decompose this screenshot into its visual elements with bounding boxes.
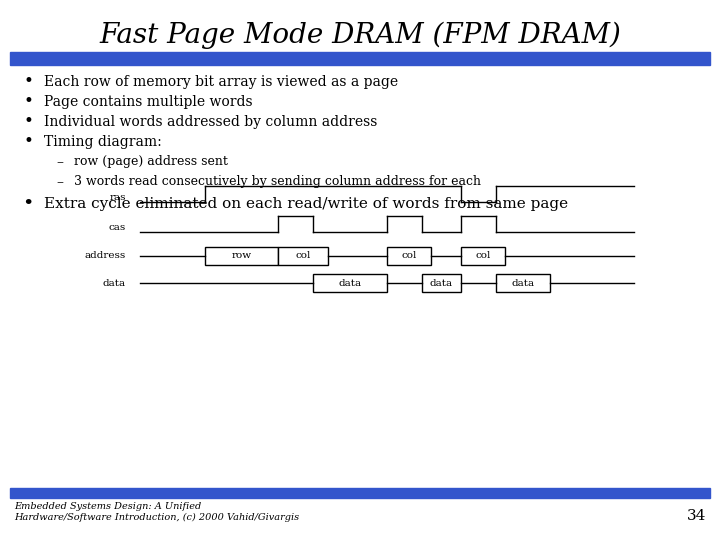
Text: 34: 34 <box>687 509 706 523</box>
Bar <box>495 274 550 292</box>
Text: data: data <box>103 279 126 287</box>
Text: 3 words read consecutively by sending column address for each: 3 words read consecutively by sending co… <box>74 176 481 188</box>
Text: row: row <box>231 252 251 260</box>
Text: data: data <box>338 279 361 287</box>
Bar <box>279 247 328 265</box>
Bar <box>204 247 279 265</box>
Text: col: col <box>475 252 491 260</box>
Bar <box>421 274 461 292</box>
Text: –: – <box>56 155 63 169</box>
Text: Each row of memory bit array is viewed as a page: Each row of memory bit array is viewed a… <box>44 75 398 89</box>
Text: cas: cas <box>109 222 126 232</box>
Text: col: col <box>295 252 311 260</box>
Text: Timing diagram:: Timing diagram: <box>44 135 162 149</box>
Text: address: address <box>85 252 126 260</box>
Text: •: • <box>22 195 34 213</box>
Text: data: data <box>430 279 453 287</box>
Text: data: data <box>511 279 534 287</box>
Text: Extra cycle eliminated on each read/write of words from same page: Extra cycle eliminated on each read/writ… <box>44 197 568 211</box>
Text: •: • <box>23 133 33 151</box>
Bar <box>387 247 431 265</box>
Text: –: – <box>56 175 63 189</box>
Text: •: • <box>23 113 33 131</box>
Text: row (page) address sent: row (page) address sent <box>74 156 228 168</box>
Text: col: col <box>402 252 417 260</box>
Bar <box>313 274 387 292</box>
Bar <box>10 52 710 65</box>
Bar <box>10 488 710 498</box>
Text: Individual words addressed by column address: Individual words addressed by column add… <box>44 115 377 129</box>
Text: •: • <box>23 93 33 111</box>
Text: Fast Page Mode DRAM (FPM DRAM): Fast Page Mode DRAM (FPM DRAM) <box>99 21 621 49</box>
Text: Page contains multiple words: Page contains multiple words <box>44 95 253 109</box>
Text: Embedded Systems Design: A Unified
Hardware/Software Introduction, (c) 2000 Vahi: Embedded Systems Design: A Unified Hardw… <box>14 502 299 522</box>
Text: ras: ras <box>109 193 126 202</box>
Text: •: • <box>23 73 33 91</box>
Bar <box>461 247 505 265</box>
